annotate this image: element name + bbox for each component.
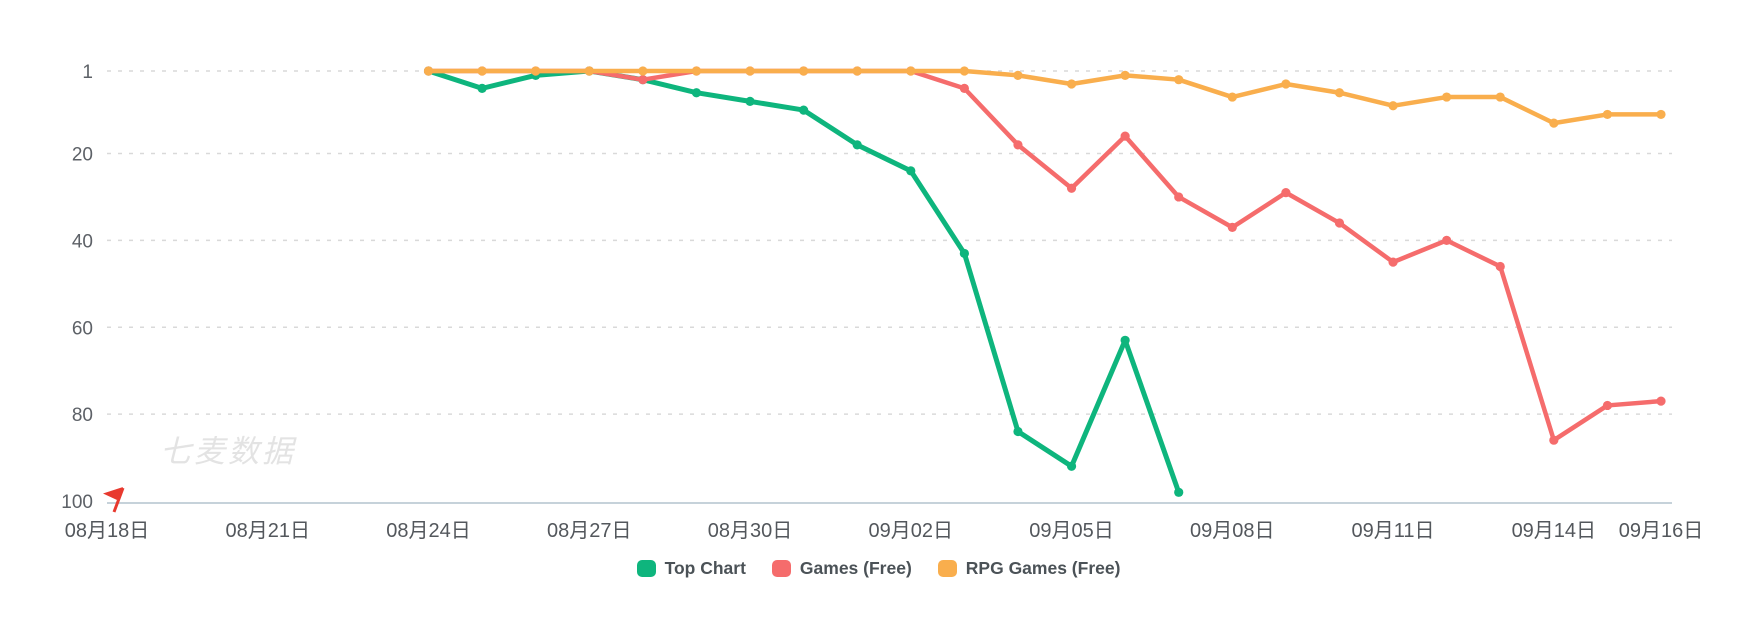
legend-label-rpg-games-free: RPG Games (Free) xyxy=(965,558,1121,578)
data-point-rpg-games-free xyxy=(745,66,755,76)
data-point-games-free xyxy=(1549,435,1559,445)
data-point-rpg-games-free xyxy=(1656,109,1666,120)
data-point-games-free xyxy=(1388,257,1398,267)
data-point-rpg-games-free xyxy=(1013,70,1023,80)
legend-swatch-games-free-icon xyxy=(771,560,791,577)
event-flag-pole xyxy=(112,487,125,513)
legend-item-rpg-games-free[interactable]: RPG Games (Free) xyxy=(937,558,1121,579)
data-point-rpg-games-free xyxy=(1549,118,1559,128)
x-axis-tick-label: 09月05日 xyxy=(1029,520,1114,542)
legend-label-top-chart: Top Chart xyxy=(664,558,746,578)
data-point-games-free xyxy=(1602,400,1613,411)
data-point-games-free xyxy=(1656,396,1666,406)
data-point-top-chart xyxy=(477,83,487,93)
legend: Top Chart Games (Free) RPG Games (Free) xyxy=(0,558,1757,579)
data-point-top-chart xyxy=(799,105,809,115)
data-point-games-free xyxy=(1120,131,1130,141)
x-axis-tick-label: 08月30日 xyxy=(708,520,793,542)
data-point-games-free xyxy=(1066,183,1077,193)
data-point-top-chart xyxy=(1013,426,1023,437)
data-point-games-free xyxy=(1174,192,1184,202)
x-axis-tick-label: 09月02日 xyxy=(869,520,954,542)
legend-swatch-rpg-games-free-icon xyxy=(937,560,957,577)
legend-label-games-free: Games (Free) xyxy=(799,558,912,578)
data-point-games-free xyxy=(959,83,969,93)
data-point-top-chart xyxy=(959,248,969,259)
y-axis-tick-label: 100 xyxy=(61,492,93,513)
x-axis-tick-label: 08月18日 xyxy=(65,520,150,542)
data-point-top-chart xyxy=(691,88,702,98)
series-line-top-chart xyxy=(426,68,1182,495)
data-point-rpg-games-free xyxy=(1281,79,1291,89)
x-axis-tick-label: 08月21日 xyxy=(226,520,311,542)
data-point-rpg-games-free xyxy=(1442,92,1452,102)
data-point-games-free xyxy=(1334,218,1345,228)
x-axis-tick-label: 09月16日 xyxy=(1619,520,1704,542)
data-point-rpg-games-free xyxy=(1120,70,1130,80)
data-point-top-chart xyxy=(1174,487,1184,497)
x-axis-tick-label: 08月27日 xyxy=(547,520,632,542)
y-axis-tick-label: 1 xyxy=(82,62,93,83)
data-point-rpg-games-free xyxy=(1174,75,1184,85)
data-point-games-free xyxy=(1227,222,1237,232)
data-point-top-chart xyxy=(906,166,916,176)
x-axis-tick-label: 08月24日 xyxy=(386,520,471,542)
data-point-rpg-games-free xyxy=(691,66,702,76)
event-flag-icon xyxy=(103,487,123,500)
data-point-games-free xyxy=(1495,261,1505,272)
y-axis-tick-label: 20 xyxy=(72,145,93,166)
series-line-games-free xyxy=(426,68,1664,443)
watermark: 七麦数据 xyxy=(160,434,296,469)
data-point-rpg-games-free xyxy=(799,66,809,76)
data-point-games-free xyxy=(1281,188,1291,198)
data-point-rpg-games-free xyxy=(852,66,862,76)
data-point-rpg-games-free xyxy=(906,66,916,76)
data-point-rpg-games-free xyxy=(1066,79,1077,89)
data-point-rpg-games-free xyxy=(959,66,969,76)
data-point-rpg-games-free xyxy=(1388,101,1398,111)
data-point-games-free xyxy=(1442,235,1452,245)
y-axis-tick-label: 80 xyxy=(72,405,93,426)
y-axis-tick-label: 40 xyxy=(72,231,93,252)
data-point-top-chart xyxy=(1066,461,1077,471)
data-point-rpg-games-free xyxy=(1602,109,1613,120)
data-point-games-free xyxy=(638,75,648,85)
y-axis-tick-label: 60 xyxy=(72,318,93,339)
series-line-rpg-games-free xyxy=(426,68,1664,126)
data-point-rpg-games-free xyxy=(1495,92,1505,102)
x-axis-tick-label: 09月11日 xyxy=(1352,520,1435,542)
legend-swatch-top-chart-icon xyxy=(636,560,656,577)
data-point-top-chart xyxy=(1120,335,1130,345)
data-point-rpg-games-free xyxy=(584,66,594,76)
data-point-rpg-games-free xyxy=(477,66,487,76)
data-point-rpg-games-free xyxy=(531,66,541,76)
legend-item-top-chart[interactable]: Top Chart xyxy=(636,558,746,579)
data-point-rpg-games-free xyxy=(1227,92,1237,102)
data-point-games-free xyxy=(1013,140,1023,150)
data-point-rpg-games-free xyxy=(423,66,434,76)
data-point-top-chart xyxy=(852,140,862,150)
data-point-rpg-games-free xyxy=(638,66,648,76)
x-axis-tick-label: 09月08日 xyxy=(1190,520,1275,542)
data-point-top-chart xyxy=(745,96,755,107)
data-point-rpg-games-free xyxy=(1334,88,1345,98)
x-axis-tick-label: 09月14日 xyxy=(1512,520,1597,542)
legend-item-games-free[interactable]: Games (Free) xyxy=(771,558,912,579)
